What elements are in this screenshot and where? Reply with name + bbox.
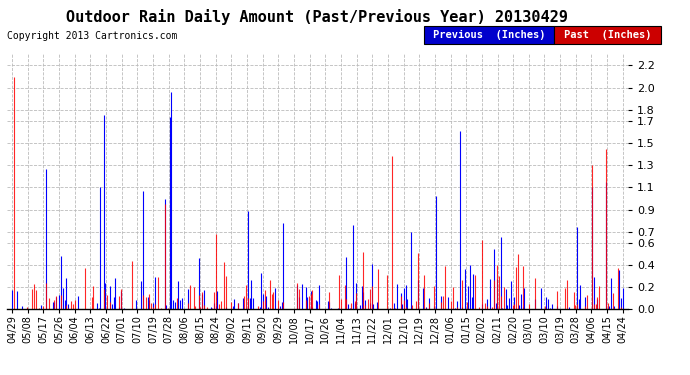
Text: Outdoor Rain Daily Amount (Past/Previous Year) 20130429: Outdoor Rain Daily Amount (Past/Previous…: [66, 9, 569, 26]
Text: Past  (Inches): Past (Inches): [564, 30, 651, 40]
Bar: [554, 26, 661, 44]
Text: Copyright 2013 Cartronics.com: Copyright 2013 Cartronics.com: [7, 31, 177, 40]
Bar: [424, 26, 554, 44]
Text: Previous  (Inches): Previous (Inches): [433, 30, 546, 40]
